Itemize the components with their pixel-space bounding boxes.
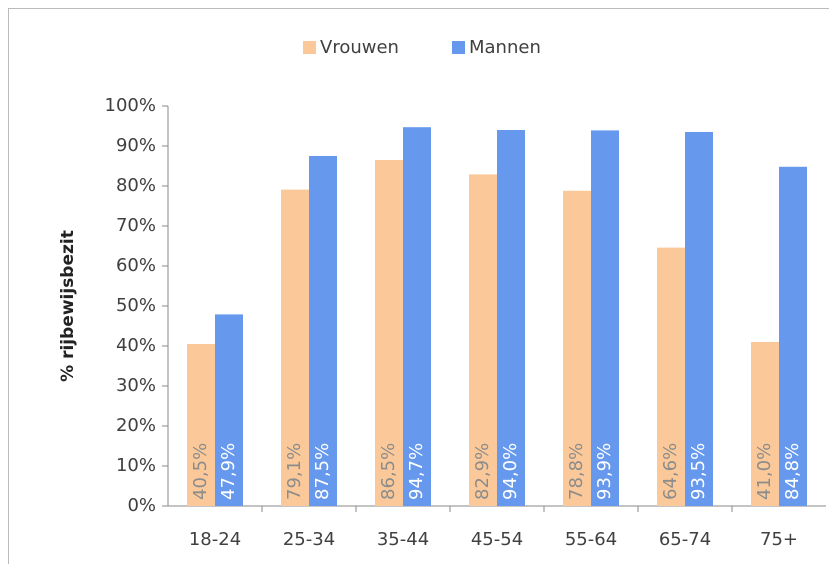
y-tick-label: 100%	[105, 95, 156, 116]
legend-label: Vrouwen	[320, 37, 399, 58]
value-label: 82,9%	[472, 443, 493, 500]
value-label: 41,0%	[754, 443, 775, 500]
bar	[309, 156, 337, 506]
x-tick-label: 75+	[760, 529, 798, 550]
value-label: 94,7%	[406, 443, 427, 500]
bar	[563, 190, 591, 507]
bar	[375, 160, 403, 506]
bar	[469, 174, 497, 506]
legend-label: Mannen	[469, 37, 541, 58]
y-tick-label: 50%	[116, 295, 156, 316]
bar	[779, 166, 807, 507]
bar	[685, 132, 713, 506]
bar	[751, 342, 779, 506]
y-tick-label: 70%	[116, 215, 156, 236]
x-tick-label: 55-64	[565, 529, 617, 550]
value-label: 86,5%	[378, 443, 399, 500]
value-label: 94,0%	[500, 443, 521, 500]
y-tick-label: 20%	[116, 415, 156, 436]
value-label: 93,9%	[594, 443, 615, 500]
value-label: 78,8%	[566, 443, 587, 500]
bar	[187, 344, 215, 506]
value-label: 40,5%	[190, 443, 211, 500]
value-label: 93,5%	[688, 443, 709, 500]
legend-swatch	[452, 41, 465, 54]
value-label: 47,9%	[218, 443, 239, 500]
y-tick-label: 30%	[116, 375, 156, 396]
x-tick-label: 65-74	[659, 529, 711, 550]
x-tick-label: 25-34	[283, 529, 335, 550]
value-label: 64,6%	[660, 443, 681, 500]
y-tick-label: 60%	[116, 255, 156, 276]
bar	[281, 189, 309, 506]
y-tick-label: 80%	[116, 175, 156, 196]
value-label: 84,8%	[782, 443, 803, 500]
value-label: 87,5%	[312, 443, 333, 500]
bar	[497, 130, 525, 506]
x-tick-label: 45-54	[471, 529, 523, 550]
x-tick-label: 18-24	[189, 529, 241, 550]
bar	[591, 130, 619, 506]
bar	[215, 314, 243, 506]
bar	[403, 127, 431, 506]
y-tick-label: 40%	[116, 335, 156, 356]
y-tick-label: 0%	[127, 495, 156, 516]
y-axis-label: % rijbewijsbezit	[58, 230, 78, 382]
chart-border	[8, 8, 829, 564]
value-label: 79,1%	[284, 443, 305, 500]
y-tick-label: 10%	[116, 455, 156, 476]
y-tick-label: 90%	[116, 135, 156, 156]
x-tick-label: 35-44	[377, 529, 429, 550]
bar	[657, 247, 685, 506]
legend-swatch	[303, 41, 316, 54]
